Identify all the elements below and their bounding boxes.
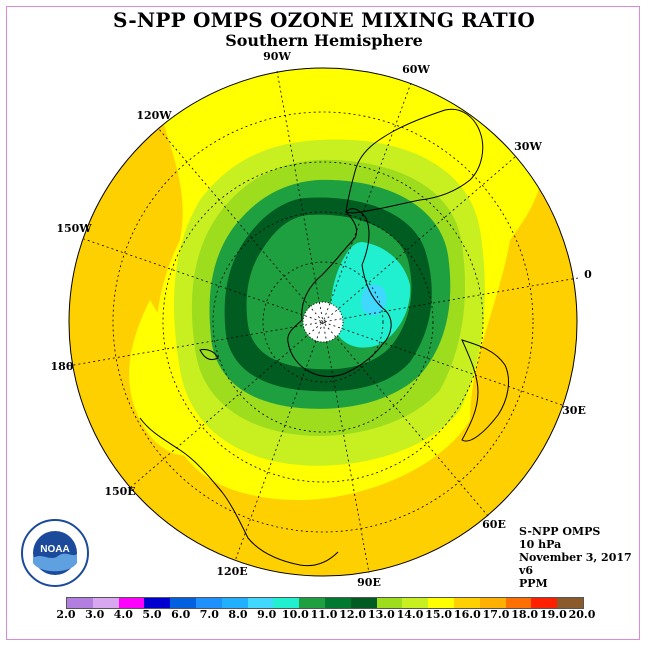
colorbar-tick-label: 18.0 bbox=[511, 608, 539, 621]
colorbar-tick-label: 5.0 bbox=[142, 608, 162, 621]
longitude-label: 60W bbox=[402, 63, 430, 76]
colorbar-cell bbox=[531, 598, 558, 608]
colorbar-cell bbox=[92, 598, 119, 608]
colorbar-tick-label: 16.0 bbox=[453, 608, 481, 621]
colorbar-cell bbox=[324, 598, 351, 608]
colorbar-tick-label: 3.0 bbox=[85, 608, 105, 621]
australia-coastline bbox=[139, 417, 339, 567]
units-label: PPM bbox=[519, 577, 548, 590]
colorbar-tick-label: 17.0 bbox=[482, 608, 510, 621]
instrument-label: S-NPP OMPS bbox=[519, 525, 601, 538]
colorbar-cell bbox=[273, 598, 300, 608]
south-america-coastline bbox=[345, 108, 484, 214]
longitude-labels: 90W 60W 30W 0 30E 60E 90E 120E 150E 180 150W 120W bbox=[51, 50, 593, 589]
colorbar-tick-label: 15.0 bbox=[425, 608, 453, 621]
colorbar-tick-label: 8.0 bbox=[228, 608, 248, 621]
map-subtitle: Southern Hemisphere bbox=[225, 31, 423, 50]
longitude-label: 60E bbox=[482, 518, 506, 531]
antarctica-coastline bbox=[287, 208, 392, 377]
colorbar-cell bbox=[479, 598, 506, 608]
colorbar-tick-label: 12.0 bbox=[339, 608, 367, 621]
colorbar-cell bbox=[299, 598, 325, 608]
colorbar-cell bbox=[195, 598, 222, 608]
polar-gap-outline bbox=[302, 301, 344, 343]
date-label: November 3, 2017 bbox=[519, 551, 632, 564]
colorbar-cell bbox=[453, 598, 480, 608]
graticule bbox=[67, 67, 579, 577]
colorbar-cell bbox=[505, 598, 532, 608]
colorbar-tick-label: 20.0 bbox=[568, 608, 596, 621]
noaa-logo: NOAA bbox=[21, 519, 89, 587]
colorbar-tick-label: 9.0 bbox=[257, 608, 277, 621]
colorbar-tick-label: 13.0 bbox=[367, 608, 395, 621]
colorbar-cell bbox=[221, 598, 248, 608]
new-zealand-coastline bbox=[199, 349, 219, 361]
colorbar-cell bbox=[376, 598, 403, 608]
colorbar-cell bbox=[67, 598, 93, 608]
africa-coastline bbox=[461, 339, 509, 442]
colorbar-cell bbox=[118, 598, 145, 608]
longitude-label: 0 bbox=[584, 268, 592, 281]
colorbar-cell bbox=[557, 598, 583, 608]
longitude-label: 180 bbox=[51, 360, 74, 373]
colorbar-cell bbox=[402, 598, 429, 608]
colorbar-cell bbox=[428, 598, 454, 608]
colorbar-tick-label: 6.0 bbox=[171, 608, 191, 621]
colorbar-cell bbox=[144, 598, 171, 608]
longitude-label: 90W bbox=[263, 50, 291, 63]
colorbar-tick-label: 4.0 bbox=[113, 608, 133, 621]
contour-15ppm-lobe bbox=[129, 300, 220, 456]
product-info: S-NPP OMPS 10 hPa November 3, 2017 v6 PP… bbox=[519, 525, 632, 590]
pressure-level-label: 10 hPa bbox=[519, 538, 562, 551]
longitude-label: 30E bbox=[562, 404, 586, 417]
longitude-label: 90E bbox=[357, 576, 381, 589]
colorbar-labels: 2.0 3.0 4.0 5.0 6.0 7.0 8.0 9.0 10.0 11.0 12.0 13.0… bbox=[0, 608, 648, 622]
longitude-label: 150W bbox=[56, 222, 92, 235]
colorbar-tick-label: 11.0 bbox=[310, 608, 338, 621]
version-label: v6 bbox=[519, 564, 534, 577]
colorbar-tick-label: 19.0 bbox=[539, 608, 567, 621]
colorbar-tick-label: 14.0 bbox=[396, 608, 424, 621]
ozone-field bbox=[69, 68, 577, 576]
map-title: S-NPP OMPS OZONE MIXING RATIO bbox=[113, 8, 535, 32]
longitude-label: 120W bbox=[136, 109, 172, 122]
colorbar-cell bbox=[247, 598, 274, 608]
colorbar-tick-label: 2.0 bbox=[56, 608, 76, 621]
colorbar-cell bbox=[350, 598, 377, 608]
colorbar-tick-label: 10.0 bbox=[281, 608, 309, 621]
svg-text:NOAA: NOAA bbox=[40, 544, 69, 555]
plot-frame bbox=[6, 6, 640, 640]
colorbar bbox=[66, 597, 584, 609]
longitude-label: 150E bbox=[104, 485, 135, 498]
longitude-label: 30W bbox=[514, 140, 542, 153]
longitude-label: 120E bbox=[216, 565, 247, 578]
contour-8ppm bbox=[361, 284, 387, 316]
colorbar-cell bbox=[170, 598, 196, 608]
colorbar-tick-label: 7.0 bbox=[199, 608, 219, 621]
coastlines bbox=[139, 108, 509, 567]
